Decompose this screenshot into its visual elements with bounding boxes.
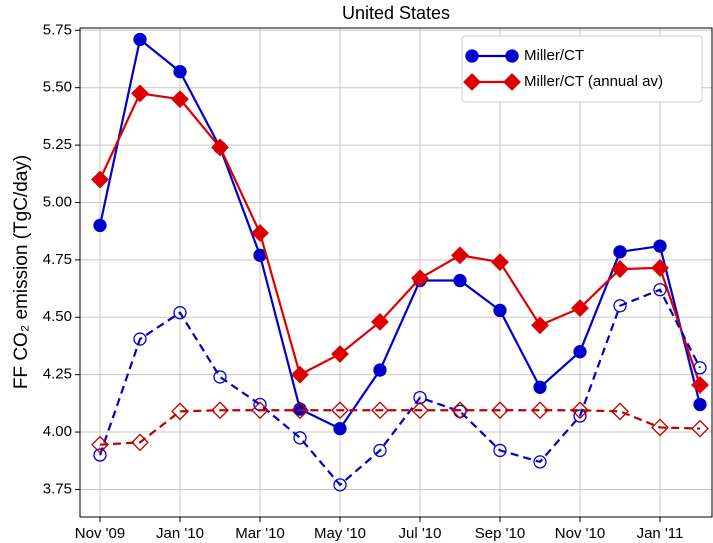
point — [173, 64, 187, 79]
point — [493, 303, 507, 318]
point — [251, 224, 269, 242]
point — [613, 245, 627, 259]
point — [571, 401, 589, 420]
point — [491, 253, 509, 272]
point — [171, 90, 189, 109]
point — [611, 402, 629, 421]
legend-marker — [465, 49, 479, 63]
point — [133, 32, 147, 47]
point — [371, 312, 389, 331]
y-tick-label: 4.25 — [43, 366, 72, 383]
y-tick-label: 5.00 — [43, 193, 72, 210]
point — [93, 448, 107, 462]
x-tick-label: Sep '10 — [475, 525, 525, 542]
y-axis-label: FF CO₂ emission (TgC/day) — [11, 155, 32, 389]
legend-marker — [505, 49, 519, 63]
point — [533, 455, 547, 469]
series-line — [98, 37, 702, 431]
point — [573, 409, 587, 423]
point — [373, 363, 387, 377]
point — [693, 361, 707, 375]
point — [91, 170, 109, 189]
point — [653, 239, 667, 253]
point — [533, 380, 547, 394]
y-tick-label: 5.25 — [43, 136, 72, 153]
series-line — [99, 92, 702, 386]
point — [333, 421, 347, 436]
series-line — [98, 288, 701, 487]
point — [293, 431, 307, 445]
point — [91, 435, 109, 454]
x-tick-label: May '10 — [314, 525, 366, 542]
point — [451, 401, 469, 420]
point — [371, 401, 389, 420]
legend-label: Miller/CT — [524, 47, 584, 64]
legend-marker — [463, 73, 481, 91]
point — [573, 345, 587, 359]
legend-box — [461, 35, 703, 103]
x-tick-label: Nov '10 — [555, 525, 605, 542]
plot-frame — [79, 27, 713, 518]
point — [613, 299, 627, 313]
point — [291, 401, 309, 420]
legend-label: Miller/CT (annual av) — [524, 73, 663, 90]
point — [171, 402, 189, 421]
point — [173, 306, 187, 320]
point — [133, 332, 147, 346]
x-tick-label: Jul '10 — [399, 525, 442, 542]
point — [493, 443, 507, 458]
point — [373, 443, 387, 458]
point — [413, 390, 427, 405]
y-tick-label: 5.75 — [43, 21, 72, 38]
point — [531, 316, 549, 335]
point — [653, 283, 667, 297]
point — [251, 401, 269, 420]
point — [531, 401, 549, 420]
x-tick-label: Jan '11 — [637, 525, 684, 542]
point — [611, 260, 629, 278]
point — [93, 218, 107, 233]
point — [211, 138, 229, 157]
point — [411, 269, 429, 288]
y-tick-label: 4.75 — [43, 251, 72, 268]
point — [211, 401, 229, 420]
point — [331, 401, 349, 420]
point — [333, 478, 347, 492]
point — [691, 376, 709, 394]
point — [693, 397, 707, 412]
point — [291, 365, 309, 384]
point — [331, 345, 349, 363]
point — [451, 246, 469, 265]
point — [691, 419, 709, 438]
y-tick-label: 5.50 — [43, 79, 72, 96]
x-tick-label: Jan '10 — [156, 525, 204, 542]
y-tick-label: 4.50 — [43, 308, 72, 325]
y-tick-label: 3.75 — [43, 480, 72, 497]
y-tick-label: 4.00 — [43, 423, 72, 440]
x-tick-label: Nov '09 — [75, 525, 125, 542]
point — [131, 84, 149, 103]
point — [213, 370, 227, 384]
point — [651, 258, 669, 277]
point — [453, 273, 467, 288]
legend-marker — [503, 73, 521, 91]
point — [491, 401, 509, 420]
chart-title: United States — [342, 3, 450, 23]
point — [411, 401, 429, 420]
point — [571, 299, 589, 318]
point — [651, 418, 669, 437]
series-line — [99, 409, 701, 446]
point — [131, 433, 149, 452]
x-tick-label: Mar '10 — [235, 525, 285, 542]
